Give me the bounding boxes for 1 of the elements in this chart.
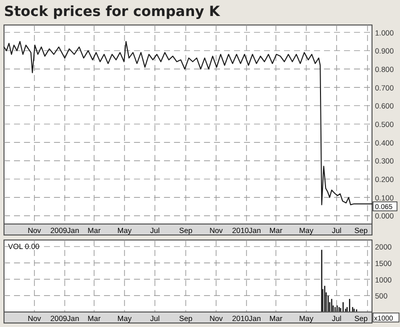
- chart-title: Stock prices for company K: [4, 4, 222, 20]
